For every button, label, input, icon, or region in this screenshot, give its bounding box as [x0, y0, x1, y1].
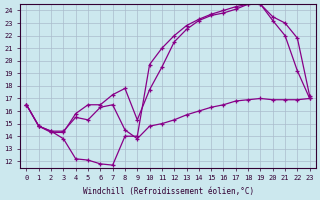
X-axis label: Windchill (Refroidissement éolien,°C): Windchill (Refroidissement éolien,°C) — [83, 187, 254, 196]
